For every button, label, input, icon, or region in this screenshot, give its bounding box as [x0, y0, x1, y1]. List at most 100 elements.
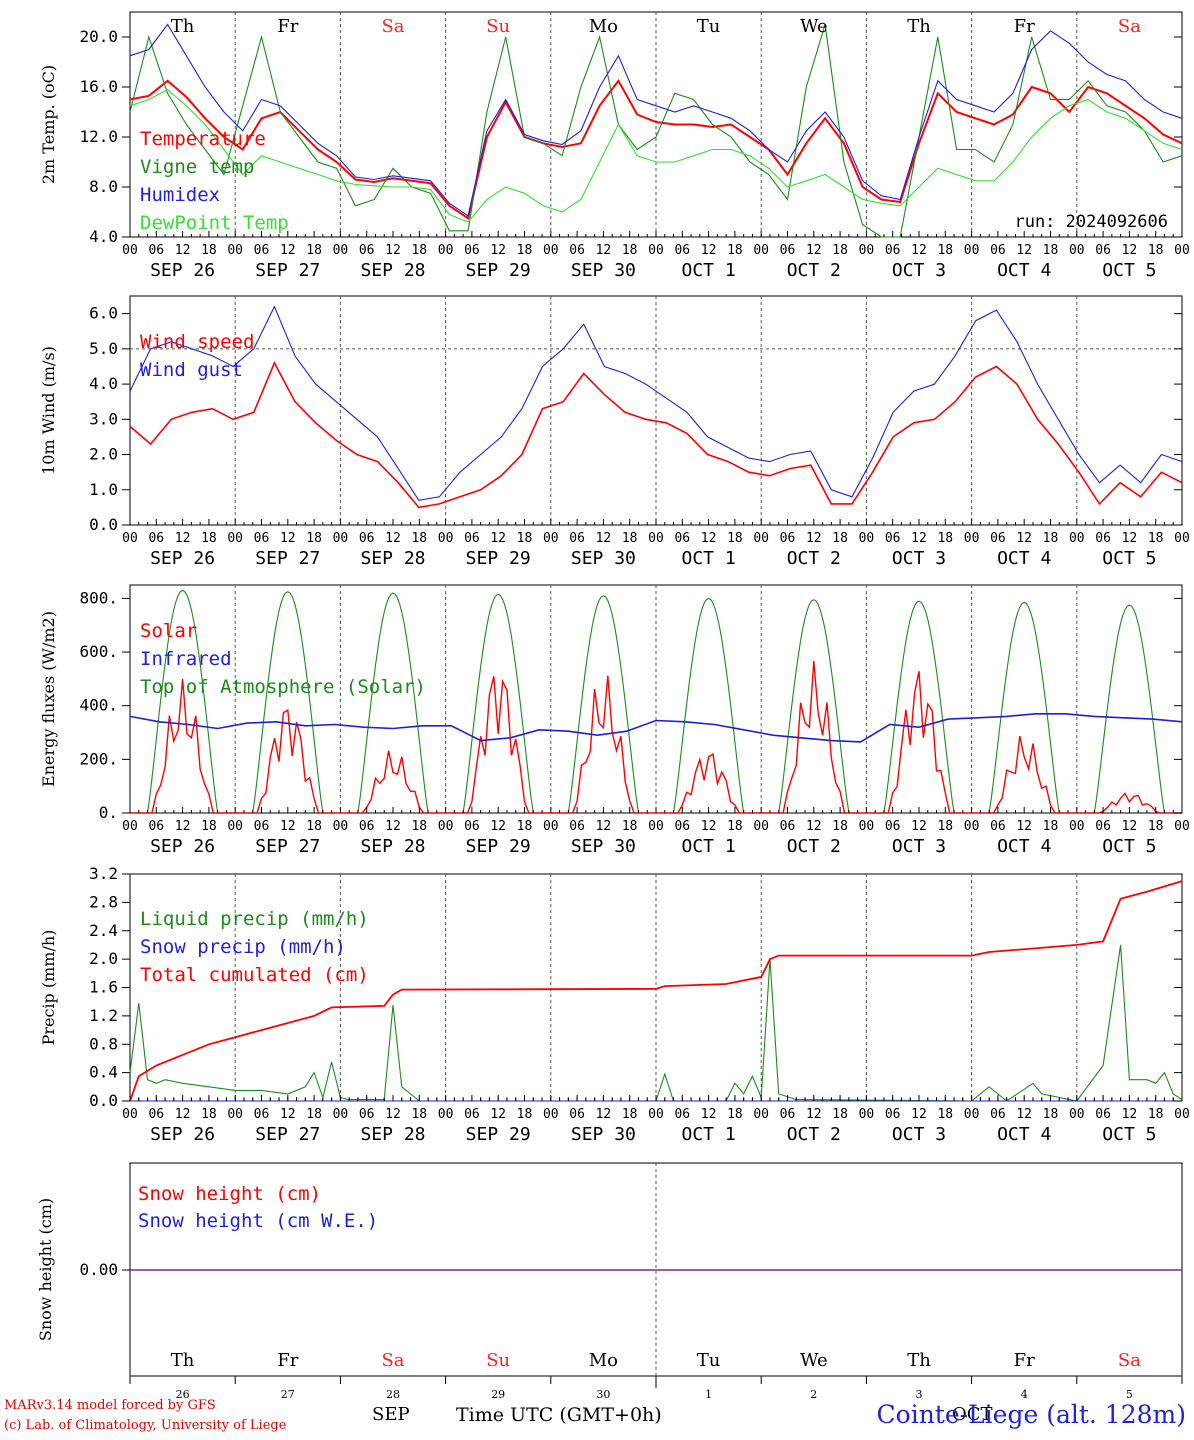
x-hour-label: 06	[780, 1107, 796, 1122]
x-hour-label: 00	[122, 1107, 138, 1122]
x-hour-label: 06	[464, 1107, 480, 1122]
x-hour-label: 00	[1069, 819, 1085, 834]
x-date-label: OCT 1	[682, 548, 736, 569]
x-hour-label: 00	[859, 243, 875, 258]
y-tick-label: 3.2	[89, 864, 118, 883]
y-tick-label: 200.	[79, 749, 118, 768]
x-hour-label: 00	[648, 819, 664, 834]
y-tick-label: 2.0	[89, 445, 118, 464]
x-hour-label: 00	[227, 819, 243, 834]
x-hour-label: 00	[543, 531, 559, 546]
x-hour-label: 00	[1069, 1107, 1085, 1122]
x-hour-label: 00	[438, 243, 454, 258]
x-date-label: OCT 4	[997, 548, 1051, 569]
x-hour-label: 18	[622, 819, 638, 834]
x-hour-label: 06	[254, 531, 270, 546]
weekday-label: Sa	[1118, 1350, 1141, 1371]
x-hour-label: 12	[175, 1107, 191, 1122]
x-hour-label: 18	[517, 243, 533, 258]
x-hour-label: 12	[1122, 243, 1138, 258]
x-hour-label: 00	[753, 243, 769, 258]
x-hour-label: 06	[674, 531, 690, 546]
y-tick-label: 0.8	[89, 1034, 118, 1053]
day-number-label: 30	[596, 1388, 610, 1401]
x-hour-label: 12	[1122, 1107, 1138, 1122]
weekday-label: Sa	[381, 16, 404, 37]
legend-entry: Vigne temp	[140, 156, 254, 178]
x-date-label: OCT 3	[892, 836, 946, 857]
x-hour-label: 06	[885, 243, 901, 258]
x-hour-label: 00	[648, 531, 664, 546]
weekday-label: Th	[171, 1350, 195, 1371]
x-hour-label: 12	[1016, 243, 1032, 258]
x-hour-label: 06	[464, 243, 480, 258]
legend-entry: Total cumulated (cm)	[140, 964, 369, 986]
x-hour-label: 06	[359, 243, 375, 258]
y-tick-label: 16.0	[79, 77, 118, 96]
x-hour-label: 00	[1069, 531, 1085, 546]
month-label-oct: OCT	[952, 1404, 993, 1425]
x-hour-label: 00	[648, 243, 664, 258]
y-tick-label: 8.0	[89, 177, 118, 196]
x-date-label: OCT 2	[787, 1124, 841, 1145]
y-tick-label: 0.0	[89, 515, 118, 534]
x-date-label: SEP 27	[255, 1124, 320, 1145]
weekday-label: Fr	[1014, 16, 1035, 37]
y-tick-label: 2.8	[89, 892, 118, 911]
x-hour-label: 18	[727, 243, 743, 258]
legend-entry: Temperature	[140, 128, 266, 150]
y-tick-label: 800.	[79, 588, 118, 607]
x-hour-label: 06	[359, 819, 375, 834]
y-tick-label: 0.0	[89, 1091, 118, 1110]
x-hour-label: 18	[832, 1107, 848, 1122]
x-date-label: SEP 29	[466, 836, 531, 857]
panel-5: Snow height (cm) 0.00 Snow height (cm) Snow…	[36, 1162, 1183, 1401]
x-hour-label: 18	[1043, 1107, 1059, 1122]
panel-3: Energy fluxes (W/m2) 0. 200. 400. 600. 800. 00…	[39, 584, 1190, 857]
x-date-label: OCT 3	[892, 260, 946, 281]
x-hour-label: 18	[832, 243, 848, 258]
x-hour-label: 00	[333, 531, 349, 546]
x-hour-label: 12	[280, 243, 296, 258]
x-hour-label: 00	[964, 531, 980, 546]
x-date-label: SEP 29	[466, 548, 531, 569]
y-tick-label: 1.6	[89, 978, 118, 997]
x-hour-label: 00	[227, 1107, 243, 1122]
x-hour-label: 00	[333, 243, 349, 258]
x-date-label: SEP 29	[466, 1124, 531, 1145]
x-date-label: OCT 5	[1102, 836, 1156, 857]
x-date-label: SEP 27	[255, 836, 320, 857]
x-hour-label: 12	[490, 243, 506, 258]
x-hour-label: 12	[175, 243, 191, 258]
x-hour-label: 06	[569, 819, 585, 834]
x-hour-label: 06	[885, 819, 901, 834]
x-hour-label: 18	[622, 1107, 638, 1122]
x-hour-label: 00	[1174, 819, 1190, 834]
x-hour-label: 00	[333, 1107, 349, 1122]
x-hour-label: 12	[175, 819, 191, 834]
x-hour-label: 06	[148, 243, 164, 258]
day-number-label: 29	[491, 1388, 505, 1401]
x-date-label: OCT 3	[892, 548, 946, 569]
x-hour-label: 06	[780, 819, 796, 834]
x-hour-label: 12	[806, 531, 822, 546]
x-date-label: SEP 26	[150, 1124, 215, 1145]
x-date-label: SEP 30	[571, 836, 636, 857]
x-hour-label: 18	[411, 243, 427, 258]
legend-entry: Humidex	[140, 184, 220, 206]
x-hour-label: 06	[464, 531, 480, 546]
x-hour-label: 06	[569, 531, 585, 546]
x-hour-label: 00	[543, 1107, 559, 1122]
x-hour-label: 12	[385, 1107, 401, 1122]
x-date-label: SEP 29	[466, 260, 531, 281]
legend-entry: Liquid precip (mm/h)	[140, 908, 369, 930]
x-hour-label: 12	[911, 243, 927, 258]
x-hour-label: 18	[411, 1107, 427, 1122]
y-tick-label: 5.0	[89, 339, 118, 358]
x-hour-label: 12	[596, 1107, 612, 1122]
x-hour-label: 18	[411, 819, 427, 834]
x-hour-label: 18	[1043, 819, 1059, 834]
x-hour-label: 06	[148, 819, 164, 834]
x-date-label: OCT 2	[787, 548, 841, 569]
x-hour-label: 06	[1095, 243, 1111, 258]
